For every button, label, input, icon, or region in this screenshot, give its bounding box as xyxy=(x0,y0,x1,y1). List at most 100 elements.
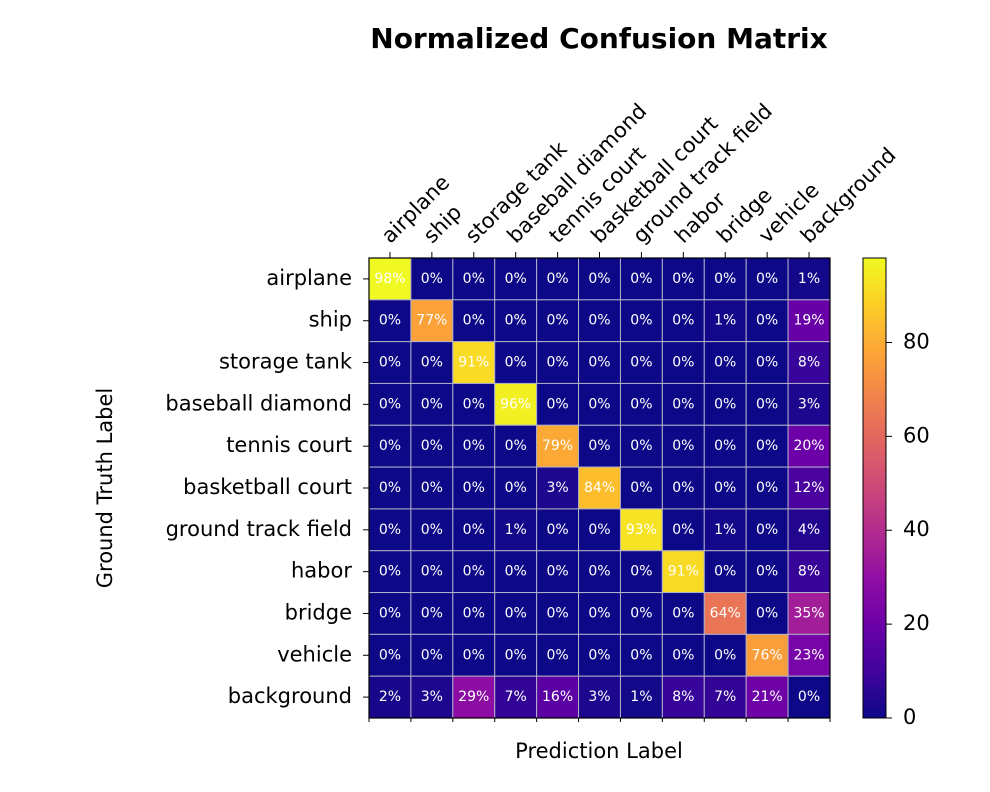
cell-label: 64% xyxy=(710,605,741,621)
cell-label: 0% xyxy=(714,355,736,371)
cell-label: 8% xyxy=(672,689,694,705)
heatmap-cell xyxy=(619,382,663,426)
cell-label: 0% xyxy=(463,271,485,287)
heatmap-cell xyxy=(368,466,412,510)
cell-label: 0% xyxy=(630,647,652,663)
cell-label: 0% xyxy=(672,313,694,329)
cell-label: 7% xyxy=(505,689,527,705)
cell-label: 0% xyxy=(379,313,401,329)
heatmap-cell xyxy=(619,341,663,384)
heatmap-cell xyxy=(661,675,705,719)
cell-label: 98% xyxy=(374,271,405,287)
heatmap-cell xyxy=(661,508,705,552)
cell-label: 0% xyxy=(588,605,610,621)
cell-label: 0% xyxy=(756,564,778,580)
cell-label: 0% xyxy=(505,605,527,621)
heatmap-cell xyxy=(536,550,580,594)
cell-label: 0% xyxy=(463,480,485,496)
heatmap-cell xyxy=(745,675,789,719)
heatmap-cell xyxy=(578,675,621,719)
cell-label: 0% xyxy=(588,564,610,580)
cell-label: 3% xyxy=(798,396,820,412)
cell-label: 91% xyxy=(458,355,489,371)
cell-label: 0% xyxy=(463,438,485,454)
cell-label: 0% xyxy=(546,522,568,538)
heatmap-cell xyxy=(410,424,454,468)
cell-label: 8% xyxy=(798,564,820,580)
cell-label: 0% xyxy=(630,564,652,580)
heatmap-cell xyxy=(452,592,496,635)
cell-label: 0% xyxy=(463,605,485,621)
cell-label: 19% xyxy=(793,313,824,329)
cell-label: 12% xyxy=(793,480,824,496)
heatmap-cell xyxy=(494,382,538,426)
heatmap-cell xyxy=(578,257,621,301)
cell-label: 91% xyxy=(668,564,699,580)
cell-label: 93% xyxy=(626,522,657,538)
cell-label: 3% xyxy=(546,480,568,496)
heatmap-cell xyxy=(745,424,789,468)
heatmap-cell xyxy=(661,299,705,343)
cell-label: 0% xyxy=(421,480,443,496)
y-tick-label: storage tank xyxy=(219,350,353,374)
heatmap-cell xyxy=(787,592,831,635)
cell-label: 0% xyxy=(588,355,610,371)
heatmap-cell xyxy=(703,592,747,635)
heatmap-cell xyxy=(410,508,454,552)
cell-label: 0% xyxy=(463,396,485,412)
cell-label: 0% xyxy=(421,564,443,580)
cell-label: 0% xyxy=(421,438,443,454)
cell-label: 0% xyxy=(463,647,485,663)
cell-label: 0% xyxy=(588,647,610,663)
cell-label: 3% xyxy=(421,689,443,705)
cell-label: 77% xyxy=(416,313,447,329)
cell-label: 0% xyxy=(463,522,485,538)
cell-label: 0% xyxy=(714,438,736,454)
heatmap-cell xyxy=(745,257,789,301)
heatmap-cell xyxy=(661,592,705,635)
heatmap-cell xyxy=(536,675,580,719)
heatmap-cell xyxy=(661,550,705,594)
y-tick-label: basketball court xyxy=(183,475,352,499)
heatmap-cell xyxy=(703,382,747,426)
heatmap-cell xyxy=(703,633,747,677)
heatmap-cell xyxy=(536,299,580,343)
heatmap-cell xyxy=(410,675,454,719)
cell-label: 0% xyxy=(421,522,443,538)
cell-label: 1% xyxy=(798,271,820,287)
heatmap-cell xyxy=(452,424,496,468)
heatmap-cell xyxy=(536,424,580,468)
cell-label: 0% xyxy=(630,396,652,412)
cell-label: 0% xyxy=(588,522,610,538)
cell-label: 0% xyxy=(798,689,820,705)
cell-label: 29% xyxy=(458,689,489,705)
heatmap-cell xyxy=(787,508,831,552)
heatmap-cell xyxy=(619,299,663,343)
cell-label: 0% xyxy=(546,605,568,621)
cell-label: 8% xyxy=(798,355,820,371)
cell-label: 0% xyxy=(756,522,778,538)
heatmap-cell xyxy=(494,550,538,594)
cell-label: 0% xyxy=(630,438,652,454)
cell-label: 0% xyxy=(379,480,401,496)
heatmap-cell xyxy=(578,550,621,594)
cell-label: 0% xyxy=(630,480,652,496)
cell-label: 2% xyxy=(379,689,401,705)
y-tick-label: tennis court xyxy=(226,433,352,457)
x-axis-label: Prediction Label xyxy=(515,739,683,763)
heatmap-cell xyxy=(578,633,621,677)
heatmap-cell xyxy=(410,550,454,594)
heatmap-cell xyxy=(745,508,789,552)
heatmap-cell xyxy=(452,508,496,552)
heatmap-cell xyxy=(745,382,789,426)
heatmap-cell xyxy=(368,299,412,343)
heatmap-cell xyxy=(703,466,747,510)
cell-label: 0% xyxy=(546,355,568,371)
cell-label: 0% xyxy=(756,438,778,454)
heatmap-cell xyxy=(745,592,789,635)
cell-label: 0% xyxy=(714,271,736,287)
heatmap-cell xyxy=(536,633,580,677)
cell-label: 0% xyxy=(714,564,736,580)
cell-label: 0% xyxy=(505,564,527,580)
